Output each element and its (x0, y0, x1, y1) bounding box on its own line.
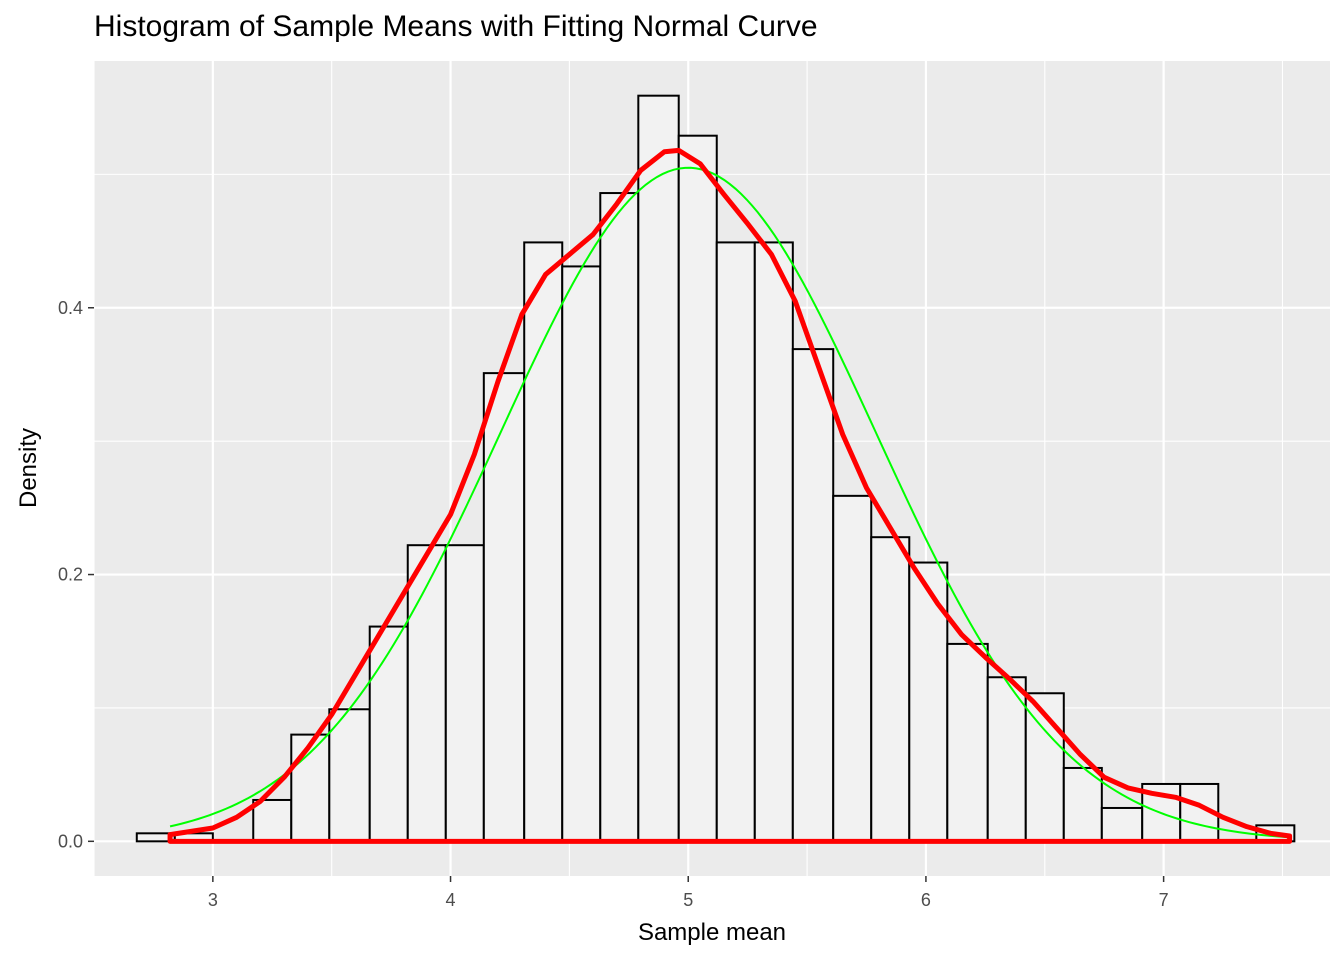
histogram-bar (444, 544, 485, 843)
x-tick-label: 7 (1159, 890, 1169, 910)
y-tick-label: 0.0 (58, 831, 83, 851)
x-tick-label: 3 (208, 890, 218, 910)
histogram-bar (482, 372, 526, 843)
histogram-bar (561, 265, 602, 843)
histogram-bar (368, 625, 409, 843)
histogram-bar (1100, 806, 1144, 843)
chart-title: Histogram of Sample Means with Fitting N… (94, 10, 818, 43)
histogram-bar (328, 708, 371, 843)
histogram-bar (290, 733, 331, 843)
histogram-bar (599, 192, 640, 843)
y-tick-label: 0.2 (58, 565, 83, 585)
histogram-bar (523, 241, 564, 843)
x-tick-label: 6 (921, 890, 931, 910)
histogram-bar (252, 798, 293, 843)
x-tick-label: 4 (446, 890, 456, 910)
histogram-bar (908, 561, 949, 843)
histogram-bar (677, 134, 718, 843)
histogram-bar (753, 241, 794, 843)
x-tick-label: 5 (683, 890, 693, 910)
histogram-bar (986, 676, 1027, 843)
y-tick-label: 0.4 (58, 298, 83, 318)
curves-layer (167, 147, 1293, 844)
histogram-bar (832, 494, 873, 843)
x-axis-title: Sample mean (638, 919, 786, 946)
histogram-bar (791, 348, 835, 843)
histogram-bar (406, 544, 447, 843)
normal-curve (169, 166, 1290, 839)
histogram-bars (135, 94, 1296, 843)
histogram-bar (637, 94, 680, 843)
histogram-bar (946, 642, 989, 843)
histogram-bar (1062, 766, 1103, 843)
y-axis-title: Density (15, 428, 42, 508)
histogram-bar (870, 536, 911, 843)
density-curve (167, 147, 1293, 844)
histogram-bar (715, 241, 756, 843)
axis-ticks: 3 4 5 6 7 0.0 0.2 0.4 (58, 298, 1169, 910)
